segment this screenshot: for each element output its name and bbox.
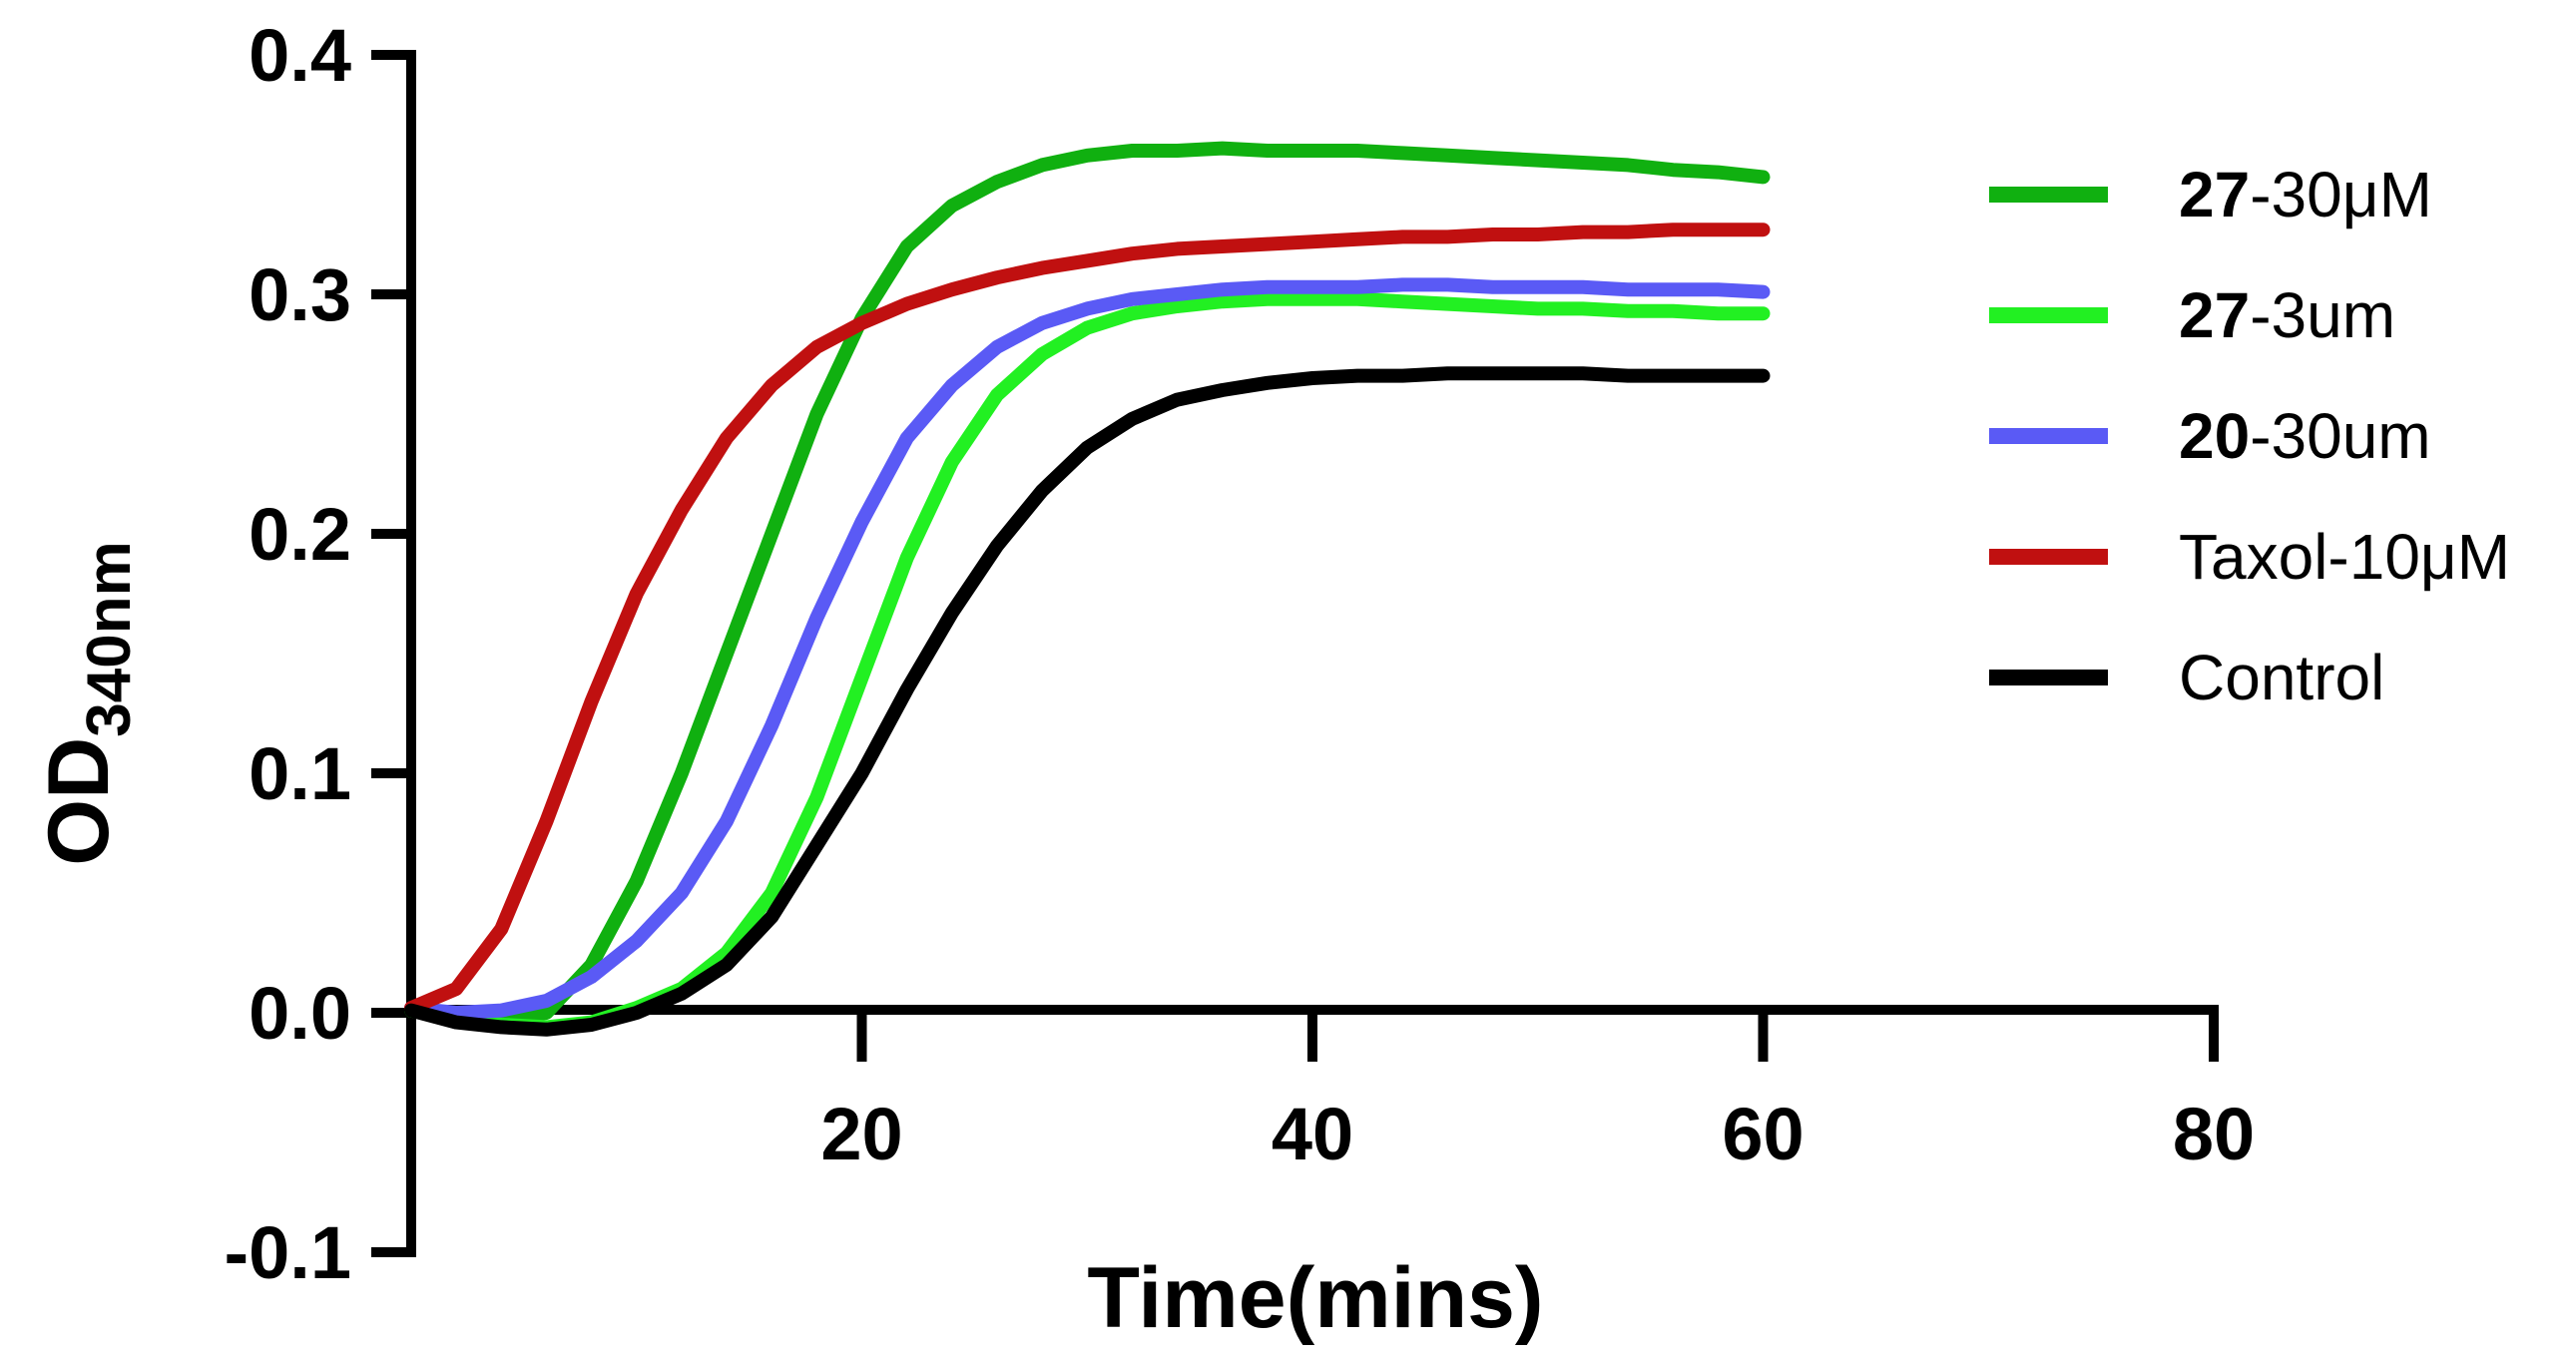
x-axis-title: Time(mins) <box>1087 1250 1543 1346</box>
y-tick-label: 0.2 <box>249 493 351 576</box>
legend-label: 27-3um <box>2179 279 2395 351</box>
legend-label-bold: 27 <box>2179 279 2250 351</box>
x-tick-label: 20 <box>820 1093 902 1175</box>
legend-label-text: Control <box>2179 642 2384 713</box>
series-line <box>404 277 1771 1020</box>
x-tick-label: 40 <box>1272 1093 1353 1175</box>
series-line <box>404 141 1771 1028</box>
axes: -0.1 0.0 0.1 0.2 0.3 0.4 20 40 60 80 <box>224 14 2255 1294</box>
y-axis-title-main: OD <box>31 737 127 866</box>
x-tick-label: 60 <box>1722 1093 1803 1175</box>
series-line <box>404 366 1771 1037</box>
x-tick-label: 80 <box>2173 1093 2255 1175</box>
series-layer <box>404 141 1771 1037</box>
legend-label-bold: 27 <box>2179 159 2250 230</box>
legend-label-text: -30um <box>2250 400 2430 472</box>
legend-label-text: -3um <box>2250 279 2395 351</box>
legend-label: 20-30um <box>2179 400 2431 472</box>
y-tick-label: 0.1 <box>249 732 351 815</box>
y-tick-label: 0.0 <box>249 972 351 1055</box>
y-axis-title-sub: 340nm <box>75 541 144 736</box>
y-axis-title: OD340nm <box>31 541 144 865</box>
legend-label: Taxol-10μM <box>2179 521 2510 593</box>
series-line <box>404 223 1771 1016</box>
legend-label-text: -30μM <box>2250 159 2432 230</box>
legend-label: 27-30μM <box>2179 159 2432 230</box>
legend-label-bold: 20 <box>2179 400 2250 472</box>
y-tick-label: 0.4 <box>249 14 351 97</box>
y-tick-label: -0.1 <box>224 1211 351 1294</box>
y-tick-label: 0.3 <box>249 253 351 336</box>
legend-label: Control <box>2179 642 2384 713</box>
legend-label-text: Taxol-10μM <box>2179 521 2510 593</box>
